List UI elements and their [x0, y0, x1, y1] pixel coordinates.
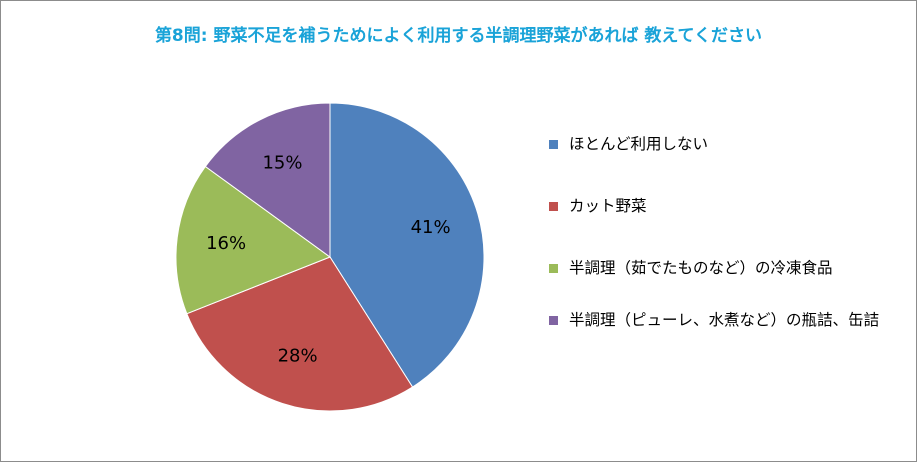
legend-swatch	[549, 202, 558, 211]
pie-slice-label: 15%	[262, 153, 302, 174]
legend-item: 半調理（ピューレ、水煮など）の瓶詰、缶詰	[549, 309, 909, 331]
pie-slice-label: 28%	[278, 346, 318, 367]
pie-slice-label: 41%	[411, 217, 451, 238]
pie-slice-label: 16%	[206, 233, 246, 254]
pie-slice	[329, 102, 485, 388]
legend-item: カット野菜	[549, 195, 909, 217]
chart-title: 第8問: 野菜不足を補うためによく利用する半調理野菜があれば 教えてください	[154, 26, 763, 46]
legend-label: 半調理（茹でたものなど）の冷凍食品	[569, 259, 833, 277]
legend: ほとんど利用しない カット野菜 半調理（茹でたものなど）の冷凍食品 半調理（ピュ…	[549, 133, 909, 371]
legend-swatch	[549, 140, 558, 149]
pie-slice	[175, 165, 332, 315]
legend-swatch	[549, 264, 558, 273]
pie-slice	[204, 102, 331, 258]
pie-slice	[186, 256, 414, 412]
legend-label: カット野菜	[569, 197, 647, 215]
legend-item: ほとんど利用しない	[549, 133, 909, 155]
legend-label: ほとんど利用しない	[569, 135, 709, 153]
legend-item: 半調理（茹でたものなど）の冷凍食品	[549, 257, 909, 279]
legend-swatch	[549, 316, 558, 325]
legend-label: 半調理（ピューレ、水煮など）の瓶詰、缶詰	[569, 311, 880, 329]
